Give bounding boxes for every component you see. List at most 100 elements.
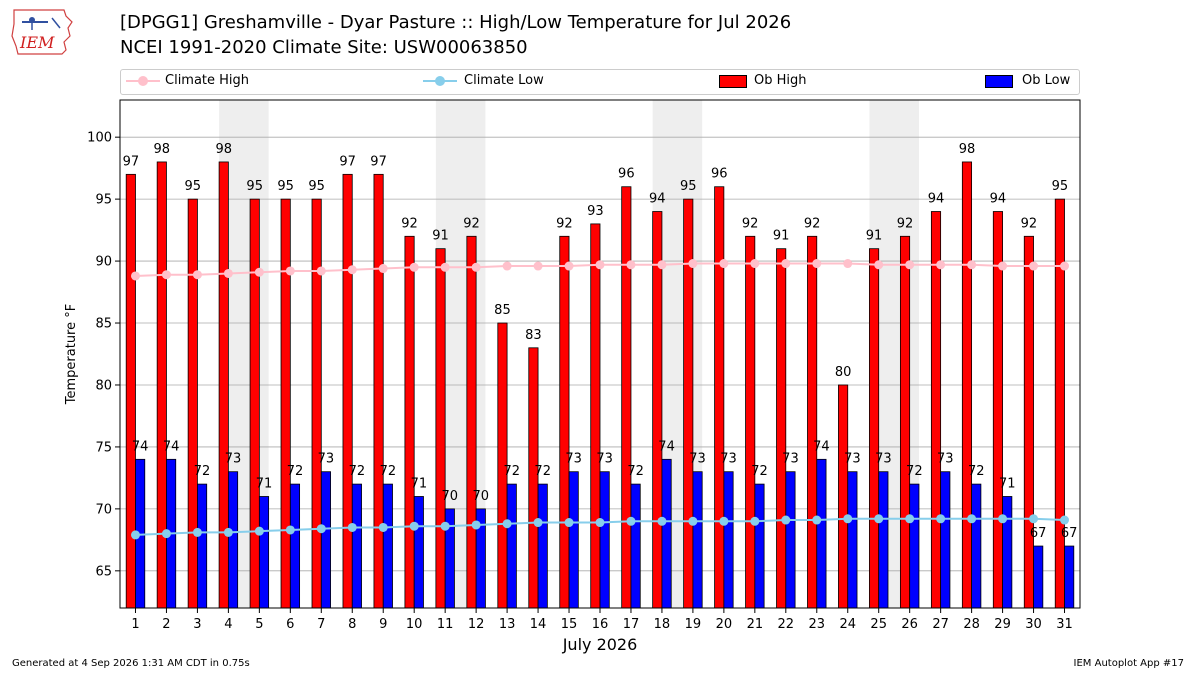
y-tick-label: 65 — [95, 564, 112, 579]
bar-label-ob-low: 71 — [411, 476, 428, 491]
bar-label-ob-high: 96 — [618, 167, 635, 182]
x-tick-label: 26 — [901, 617, 918, 632]
climate-high-point — [874, 260, 884, 270]
x-tick-label: 1 — [131, 617, 139, 632]
bar-label-ob-high: 92 — [401, 216, 418, 231]
bar-label-ob-high: 95 — [680, 179, 697, 194]
bar-label-ob-high: 91 — [866, 229, 883, 244]
climate-low-point — [254, 526, 264, 536]
y-tick-label: 90 — [95, 255, 112, 270]
legend-ob-high-label: Ob High — [754, 73, 807, 88]
climate-high-point — [595, 260, 605, 270]
generated-timestamp: Generated at 4 Sep 2026 1:31 AM CDT in 0… — [12, 658, 250, 669]
climate-high-point — [1060, 261, 1070, 271]
x-tick-label: 19 — [685, 617, 702, 632]
iem-logo: IEM — [11, 9, 73, 55]
bar-label-ob-low: 72 — [906, 464, 923, 479]
climate-high-point — [998, 261, 1008, 271]
bar-ob-low — [537, 483, 548, 609]
bar-label-ob-high: 95 — [246, 179, 263, 194]
climate-low-point — [130, 530, 140, 540]
x-tick-label: 13 — [499, 617, 516, 632]
climate-high-point — [223, 268, 233, 278]
climate-high-point — [347, 265, 357, 275]
bar-label-ob-high: 97 — [370, 154, 387, 169]
y-axis-label: Temperature °F — [64, 304, 79, 405]
bar-label-ob-low: 73 — [318, 452, 335, 467]
bar-ob-high — [899, 235, 911, 609]
bar-label-ob-high: 97 — [339, 154, 356, 169]
climate-low-point — [998, 514, 1008, 524]
bar-ob-high — [218, 161, 229, 609]
bar-ob-high — [992, 211, 1003, 609]
bar-label-ob-low: 67 — [1030, 526, 1047, 541]
climate-high-point — [378, 264, 388, 274]
bar-label-ob-low: 73 — [225, 452, 242, 467]
chart-subtitle: NCEI 1991-2020 Climate Site: USW00063850 — [120, 37, 528, 58]
climate-low-point — [781, 515, 791, 525]
bar-label-ob-low: 73 — [844, 452, 861, 467]
x-tick-label: 24 — [839, 617, 856, 632]
x-tick-label: 16 — [592, 617, 609, 632]
legend-climate-high-marker — [138, 76, 148, 86]
climate-low-point — [533, 518, 543, 528]
climate-high-point — [1029, 261, 1039, 271]
y-tick-label: 80 — [95, 378, 112, 393]
bar-label-ob-low: 73 — [689, 452, 706, 467]
bar-label-ob-high: 98 — [215, 142, 232, 157]
legend-climate-high-label: Climate High — [165, 73, 250, 88]
climate-low-point — [1029, 514, 1039, 524]
bar-ob-low — [197, 483, 208, 609]
climate-high-point — [719, 259, 729, 269]
bar-ob-high — [404, 235, 415, 609]
x-tick-label: 28 — [963, 617, 980, 632]
bar-label-ob-low: 72 — [751, 464, 768, 479]
climate-low-point — [967, 514, 977, 524]
bar-ob-low — [227, 471, 239, 609]
bar-label-ob-high: 92 — [804, 216, 821, 231]
x-tick-label: 22 — [778, 617, 795, 632]
climate-high-point — [905, 260, 915, 270]
bar-label-ob-high: 95 — [1052, 179, 1069, 194]
x-tick-label: 20 — [716, 617, 733, 632]
bar-ob-low — [661, 458, 672, 609]
climate-high-point — [564, 261, 574, 271]
bar-ob-low — [847, 471, 858, 609]
bar-label-ob-low: 74 — [132, 439, 149, 454]
x-tick-label: 30 — [1025, 617, 1042, 632]
bar-label-ob-low: 74 — [813, 439, 830, 454]
climate-high-point — [750, 259, 760, 269]
climate-low-point — [688, 516, 698, 526]
bar-ob-low — [692, 471, 703, 609]
x-tick-label: 21 — [747, 617, 764, 632]
bar-ob-high — [652, 211, 663, 609]
legend-ob-low-label: Ob Low — [1022, 73, 1071, 88]
bar-ob-low — [320, 471, 331, 609]
bar-ob-high — [838, 384, 849, 609]
bar-ob-high — [776, 248, 787, 609]
bar-ob-low — [1002, 496, 1013, 609]
x-tick-label: 15 — [561, 617, 578, 632]
x-tick-label: 29 — [994, 617, 1011, 632]
climate-low-point — [502, 519, 512, 529]
climate-high-point — [192, 270, 202, 280]
x-tick-label: 25 — [870, 617, 887, 632]
bar-label-ob-high: 94 — [928, 192, 945, 207]
bar-ob-high — [466, 235, 477, 609]
bar-label-ob-high: 98 — [959, 142, 976, 157]
bar-label-ob-high: 92 — [742, 216, 759, 231]
bar-label-ob-low: 73 — [937, 452, 954, 467]
bar-ob-high — [590, 223, 601, 609]
bar-label-ob-high: 95 — [185, 179, 202, 194]
legend-ob-high-swatch — [719, 75, 747, 88]
legend-climate-low-marker — [435, 76, 445, 86]
bar-label-ob-low: 73 — [875, 452, 892, 467]
bar-ob-high — [435, 248, 446, 609]
bar-ob-high — [621, 186, 632, 609]
climate-low-point — [409, 521, 419, 531]
bar-ob-low — [878, 471, 889, 609]
bar-ob-high — [714, 186, 725, 609]
bar-label-ob-low: 73 — [596, 452, 613, 467]
x-tick-label: 4 — [224, 617, 232, 632]
